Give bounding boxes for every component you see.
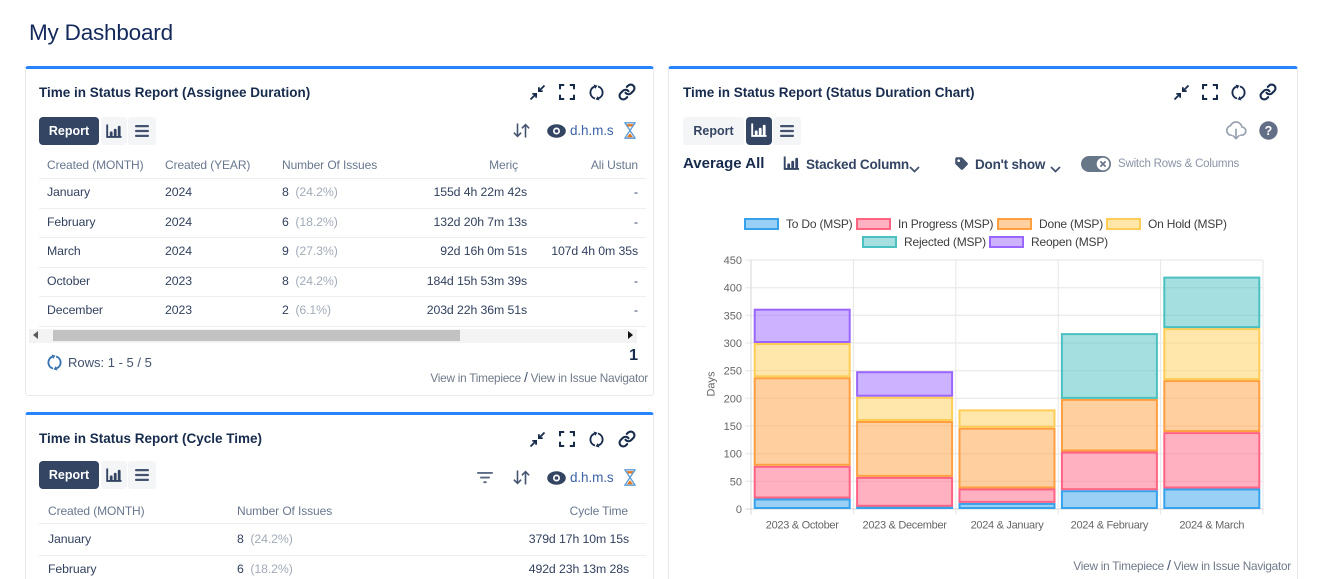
svg-text:2023 & December: 2023 & December: [863, 520, 948, 532]
svg-text:350: 350: [724, 310, 742, 322]
svg-text:2024 & March: 2024 & March: [1179, 520, 1244, 532]
svg-text:2024 & January: 2024 & January: [971, 520, 1045, 532]
svg-text:450: 450: [724, 255, 742, 267]
svg-text:?: ?: [1264, 124, 1272, 138]
svg-text:150: 150: [724, 421, 742, 433]
svg-text:50: 50: [730, 476, 742, 488]
svg-text:2023 & October: 2023 & October: [766, 520, 839, 532]
svg-text:200: 200: [724, 393, 742, 405]
svg-text:0: 0: [736, 504, 742, 516]
svg-text:300: 300: [724, 338, 742, 350]
svg-text:2024 & February: 2024 & February: [1071, 520, 1149, 532]
svg-text:250: 250: [724, 366, 742, 378]
svg-text:Days: Days: [706, 371, 718, 397]
svg-text:100: 100: [724, 449, 742, 461]
svg-text:400: 400: [724, 283, 742, 295]
